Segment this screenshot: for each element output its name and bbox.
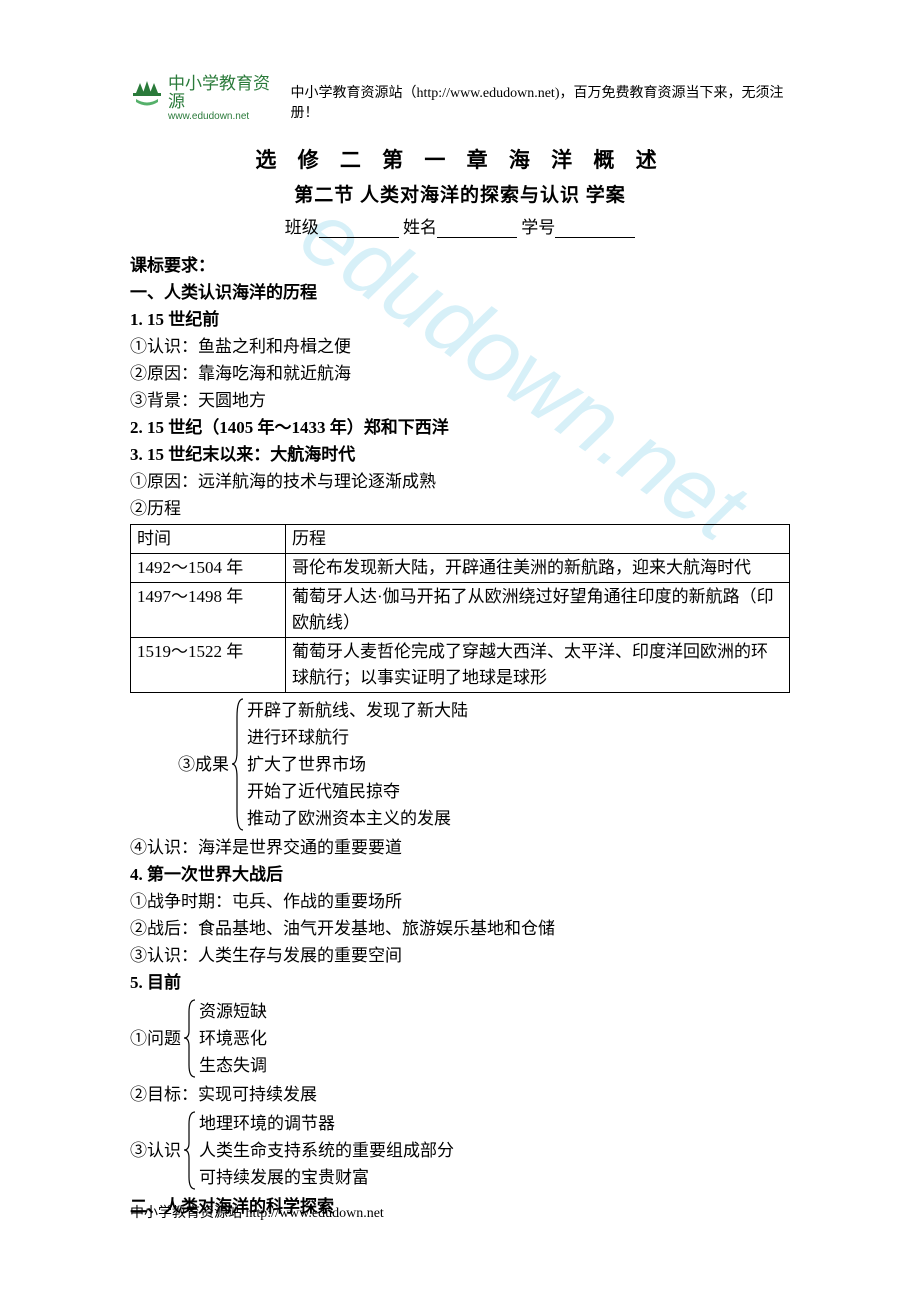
list-item: 进行环球航行 xyxy=(247,724,468,751)
s1-1-a: ①认识：鱼盐之利和舟楫之便 xyxy=(130,333,790,360)
list-item: 可持续发展的宝贵财富 xyxy=(199,1164,454,1191)
s1-2: 2. 15 世纪（1405 年～1433 年）郑和下西洋 xyxy=(130,414,790,441)
table-row: 1492～1504 年 哥伦布发现新大陆，开辟通往美洲的新航路，迎来大航海时代 xyxy=(131,554,790,583)
no-blank[interactable] xyxy=(555,220,635,238)
s1-4-c: ③认识：人类生存与发展的重要空间 xyxy=(130,942,790,969)
no-label: 学号 xyxy=(521,218,555,237)
list-item: 资源短缺 xyxy=(199,998,267,1025)
list-item: 开辟了新航线、发现了新大陆 xyxy=(247,697,468,724)
s1-4: 4. 第一次世界大战后 xyxy=(130,861,790,888)
class-blank[interactable] xyxy=(319,220,399,238)
wenti-items: 资源短缺 环境恶化 生态失调 xyxy=(197,998,267,1079)
s1-1-c: ③背景：天圆地方 xyxy=(130,387,790,414)
list-item: 地理环境的调节器 xyxy=(199,1110,454,1137)
name-blank[interactable] xyxy=(437,220,517,238)
kb-heading: 课标要求： xyxy=(130,252,790,279)
chengguo-block: ③成果 开辟了新航线、发现了新大陆 进行环球航行 扩大了世界市场 开始了近代殖民… xyxy=(130,697,790,832)
s1-3-a: ①原因：远洋航海的技术与理论逐渐成熟 xyxy=(130,468,790,495)
brace-icon xyxy=(231,697,245,832)
logo-text-url: www.edudown.net xyxy=(168,111,281,122)
list-item: 生态失调 xyxy=(199,1052,267,1079)
s1-5: 5. 目前 xyxy=(130,969,790,996)
chengguo-items: 开辟了新航线、发现了新大陆 进行环球航行 扩大了世界市场 开始了近代殖民掠夺 推… xyxy=(245,697,468,832)
renshi-block: ③认识 地理环境的调节器 人类生命支持系统的重要组成部分 可持续发展的宝贵财富 xyxy=(130,1110,790,1191)
wenti-block: ①问题 资源短缺 环境恶化 生态失调 xyxy=(130,998,790,1079)
brace-icon xyxy=(183,1110,197,1191)
td: 哥伦布发现新大陆，开辟通往美洲的新航路，迎来大航海时代 xyxy=(286,554,790,583)
page: 中小学教育资源 www.edudown.net 中小学教育资源站（http://… xyxy=(0,0,920,1220)
chengguo-label: ③成果 xyxy=(178,751,231,778)
td: 葡萄牙人麦哲伦完成了穿越大西洋、太平洋、印度洋回欧洲的环球航行；以事实证明了地球… xyxy=(286,638,790,693)
s1-4-a: ①战争时期：屯兵、作战的重要场所 xyxy=(130,888,790,915)
table-row: 时间 历程 xyxy=(131,525,790,554)
renshi-label: ③认识 xyxy=(130,1137,183,1164)
class-label: 班级 xyxy=(285,218,319,237)
s1-3-d: ④认识：海洋是世界交通的重要要道 xyxy=(130,834,790,861)
history-table: 时间 历程 1492～1504 年 哥伦布发现新大陆，开辟通往美洲的新航路，迎来… xyxy=(130,524,790,693)
s1-5-b: ②目标：实现可持续发展 xyxy=(130,1081,790,1108)
list-item: 人类生命支持系统的重要组成部分 xyxy=(199,1137,454,1164)
list-item: 开始了近代殖民掠夺 xyxy=(247,778,468,805)
title-main: 选 修 二 第 一 章 海 洋 概 述 xyxy=(130,144,790,174)
wenti-label: ①问题 xyxy=(130,1025,183,1052)
td: 1492～1504 年 xyxy=(131,554,286,583)
s1-heading: 一、人类认识海洋的历程 xyxy=(130,279,790,306)
list-item: 推动了欧洲资本主义的发展 xyxy=(247,805,468,832)
brace-icon xyxy=(183,998,197,1079)
header: 中小学教育资源 www.edudown.net 中小学教育资源站（http://… xyxy=(130,75,790,126)
table-row: 1497～1498 年 葡萄牙人达·伽马开拓了从欧洲绕过好望角通往印度的新航路（… xyxy=(131,583,790,638)
s2-heading: 二、人类对海洋的科学探索 xyxy=(130,1193,790,1220)
logo-icon xyxy=(130,75,164,109)
header-note: 中小学教育资源站（http://www.edudown.net)，百万免费教育资… xyxy=(291,82,790,122)
list-item: 环境恶化 xyxy=(199,1025,267,1052)
body: 课标要求： 一、人类认识海洋的历程 1. 15 世纪前 ①认识：鱼盐之利和舟楫之… xyxy=(130,252,790,1220)
s1-3: 3. 15 世纪末以来：大航海时代 xyxy=(130,441,790,468)
s1-4-b: ②战后：食品基地、油气开发基地、旅游娱乐基地和仓储 xyxy=(130,915,790,942)
s1-1: 1. 15 世纪前 xyxy=(130,306,790,333)
logo-text-cn: 中小学教育资源 xyxy=(168,75,281,111)
th-time: 时间 xyxy=(131,525,286,554)
list-item: 扩大了世界市场 xyxy=(247,751,468,778)
td: 葡萄牙人达·伽马开拓了从欧洲绕过好望角通往印度的新航路（印欧航线） xyxy=(286,583,790,638)
title-sub: 第二节 人类对海洋的探索与认识 学案 xyxy=(130,180,790,207)
form-line: 班级 姓名 学号 xyxy=(130,213,790,238)
th-course: 历程 xyxy=(286,525,790,554)
name-label: 姓名 xyxy=(403,218,437,237)
s1-3-b: ②历程 xyxy=(130,495,790,522)
s1-1-b: ②原因：靠海吃海和就近航海 xyxy=(130,360,790,387)
logo: 中小学教育资源 www.edudown.net xyxy=(130,75,281,122)
table-row: 1519～1522 年 葡萄牙人麦哲伦完成了穿越大西洋、太平洋、印度洋回欧洲的环… xyxy=(131,638,790,693)
td: 1519～1522 年 xyxy=(131,638,286,693)
renshi-items: 地理环境的调节器 人类生命支持系统的重要组成部分 可持续发展的宝贵财富 xyxy=(197,1110,454,1191)
td: 1497～1498 年 xyxy=(131,583,286,638)
